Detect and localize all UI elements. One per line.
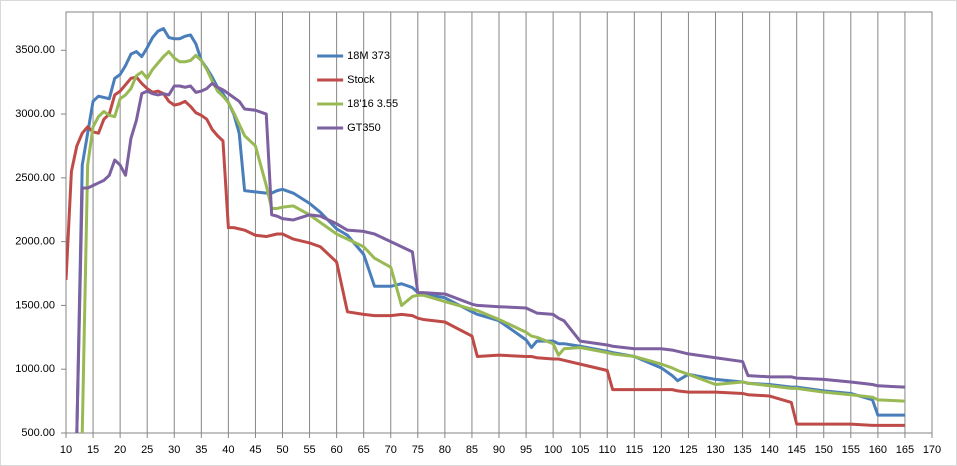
x-tick-label: 40	[222, 444, 234, 456]
x-tick-label: 125	[679, 444, 697, 456]
x-tick-label: 155	[842, 444, 860, 456]
legend-label: 18'16 3.55	[347, 98, 398, 110]
series-line	[75, 27, 905, 433]
y-tick-label: 3500.00	[15, 44, 55, 56]
y-tick-label: 1000.00	[15, 363, 55, 375]
x-tick-label: 55	[303, 444, 315, 456]
y-tick-label: 3000.00	[15, 108, 55, 120]
x-tick-label: 60	[331, 444, 343, 456]
series-line	[75, 81, 906, 433]
x-tick-label: 165	[896, 444, 914, 456]
x-tick-label: 75	[412, 444, 424, 456]
x-tick-label: 105	[571, 444, 589, 456]
x-tick-label: 170	[923, 444, 941, 456]
x-tick-label: 70	[385, 444, 397, 456]
x-tick-label: 20	[114, 444, 126, 456]
x-tick-label: 30	[168, 444, 180, 456]
y-tick-label: 2500.00	[15, 172, 55, 184]
x-tick-label: 45	[249, 444, 261, 456]
x-tick-label: 110	[598, 444, 616, 456]
series-line	[80, 50, 906, 433]
x-tick-label: 95	[520, 444, 532, 456]
legend-label: GT350	[347, 122, 381, 134]
x-tick-label: 80	[439, 444, 451, 456]
x-tick-label: 130	[706, 444, 724, 456]
x-tick-label: 100	[544, 444, 562, 456]
plot-area	[65, 11, 933, 434]
x-tick-label: 160	[869, 444, 887, 456]
x-tick-label: 145	[788, 444, 806, 456]
x-tick-label: 90	[493, 444, 505, 456]
x-tick-label: 10	[60, 444, 72, 456]
x-tick-label: 85	[466, 444, 478, 456]
legend-label: 18M 373	[347, 50, 390, 62]
series-line	[66, 75, 905, 427]
x-tick-label: 65	[358, 444, 370, 456]
x-tick-label: 140	[760, 444, 778, 456]
y-tick-label: 1500.00	[15, 299, 55, 311]
y-tick-label: 500.00	[21, 427, 55, 439]
x-tick-label: 15	[87, 444, 99, 456]
lines	[66, 27, 906, 433]
y-tick-label: 2000.00	[15, 236, 55, 248]
x-tick-label: 35	[195, 444, 207, 456]
x-tick-label: 25	[141, 444, 153, 456]
x-tick-label: 150	[815, 444, 833, 456]
x-tick-label: 135	[733, 444, 751, 456]
x-tick-label: 50	[276, 444, 288, 456]
legend-label: Stock	[347, 74, 375, 86]
labels: 10 15 20 25 30 35 40 45 50 55 60 65 70 75 80 85 90 95 100 1…	[15, 44, 941, 456]
x-tick-label: 120	[652, 444, 670, 456]
x-tick-label: 115	[626, 444, 644, 456]
